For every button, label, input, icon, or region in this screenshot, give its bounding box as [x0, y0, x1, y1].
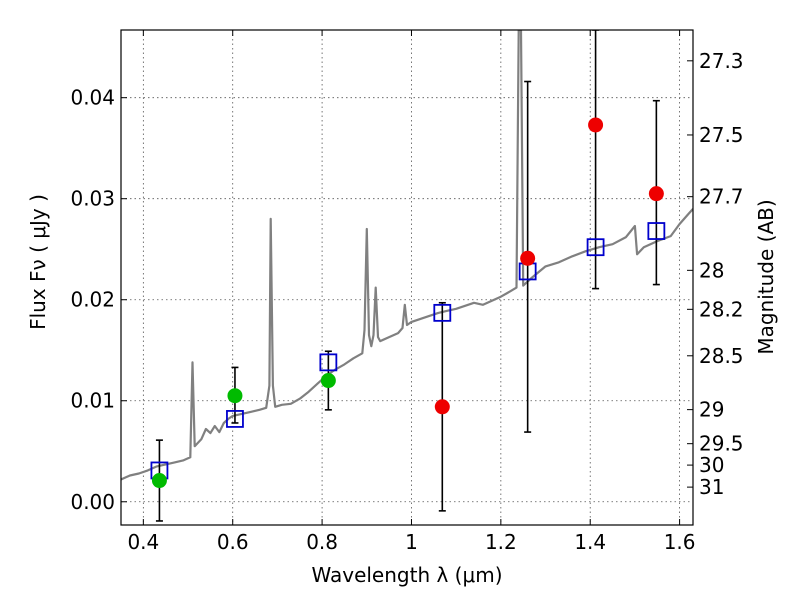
magnitude-tick-label: 27.5 [699, 123, 744, 147]
grid [121, 30, 693, 525]
x-tick-label: 1.6 [664, 530, 696, 554]
model-photometry-square [319, 353, 338, 372]
ticks: 0.4 0.6 0.8 1 1.2 1.4 1.6 0.00 0.01 0.02 0.03 0.04 2… [70, 30, 744, 554]
green-data-point [320, 373, 336, 389]
magnitude-tick-label: 28.2 [699, 297, 744, 321]
x-tick-label: 1.4 [574, 530, 606, 554]
plot-area [121, 30, 693, 522]
magnitude-tick-label: 29 [699, 398, 724, 422]
model-photometry-square [586, 238, 605, 257]
magnitude-tick-label: 28.5 [699, 344, 744, 368]
x-tick-label: 1 [405, 530, 418, 554]
green-data-point [151, 473, 167, 489]
model-photometry-square [647, 222, 666, 240]
x-tick-label: 0.8 [306, 530, 338, 554]
red-data-point [434, 399, 450, 415]
y-tick-label: 0.00 [70, 490, 115, 514]
magnitude-tick-label: 27.7 [699, 185, 744, 209]
y-tick-label: 0.01 [70, 389, 115, 413]
red-data-point [648, 186, 664, 202]
y-axis-label-right: Magnitude (AB) [754, 199, 778, 354]
y-tick-label: 0.04 [70, 86, 115, 110]
magnitude-tick-label: 29.5 [699, 432, 744, 456]
x-tick-label: 0.6 [217, 530, 249, 554]
x-axis-label: Wavelength λ (μm) [311, 563, 502, 587]
red-data-point [588, 117, 604, 133]
magnitude-tick-label: 28 [699, 258, 724, 282]
model-photometry-square [226, 410, 244, 428]
model-spectrum-line [121, 30, 693, 481]
plot-frame [120, 29, 694, 526]
y-tick-label: 0.02 [70, 288, 115, 312]
x-tick-label: 1.2 [485, 530, 517, 554]
red-data-point [520, 250, 536, 266]
y-axis-label-left: Flux Fν ( μJy ) [26, 194, 50, 330]
magnitude-tick-label: 27.3 [699, 49, 744, 73]
magnitude-tick-label: 31 [699, 475, 724, 499]
x-tick-label: 0.4 [127, 530, 159, 554]
magnitude-tick-label: 30 [699, 453, 724, 477]
model-photometry-square [433, 303, 452, 322]
y-tick-label: 0.03 [70, 187, 115, 211]
green-data-point [227, 388, 243, 404]
